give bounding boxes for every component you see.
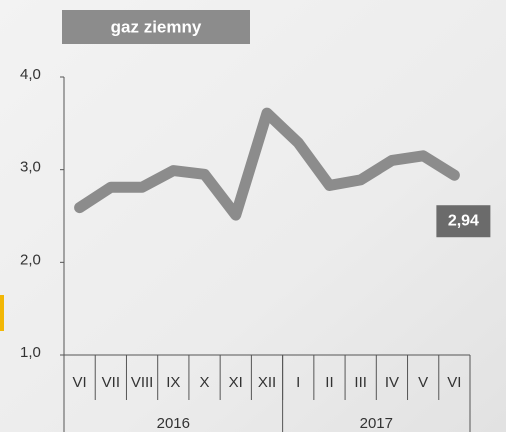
x-tick-label: IV bbox=[385, 374, 399, 391]
year-label: 2017 bbox=[360, 415, 393, 432]
x-tick-label: VII bbox=[102, 374, 120, 391]
y-tick-label: 1,0 bbox=[20, 344, 41, 361]
x-tick-label: X bbox=[200, 374, 210, 391]
accent bbox=[0, 295, 4, 331]
value-label: 2,94 bbox=[448, 212, 479, 229]
chart: gaz ziemny 1,02,03,04,0VIVIIVIIIIXXXIXII… bbox=[0, 0, 506, 432]
x-tick-label: XI bbox=[229, 374, 243, 391]
y-tick-label: 3,0 bbox=[20, 159, 41, 176]
x-tick-label: V bbox=[418, 374, 428, 391]
x-tick-label: XII bbox=[258, 374, 276, 391]
x-tick-label: I bbox=[296, 374, 300, 391]
y-tick-label: 4,0 bbox=[20, 66, 41, 83]
x-tick-label: VIII bbox=[131, 374, 154, 391]
x-tick-label: II bbox=[325, 374, 333, 391]
x-tick-label: VI bbox=[447, 374, 461, 391]
y-tick-label: 2,0 bbox=[20, 251, 41, 268]
year-label: 2016 bbox=[157, 415, 190, 432]
x-tick-label: III bbox=[354, 374, 367, 391]
background bbox=[0, 0, 506, 432]
x-tick-label: VI bbox=[73, 374, 87, 391]
chart-title: gaz ziemny bbox=[111, 17, 202, 36]
x-tick-label: IX bbox=[166, 374, 180, 391]
